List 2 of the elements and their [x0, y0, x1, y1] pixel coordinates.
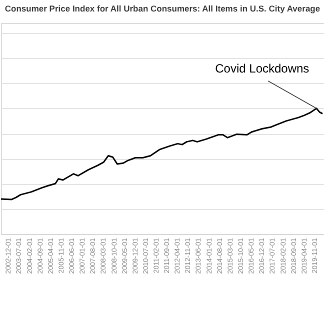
annotation: Covid Lockdowns	[215, 61, 310, 76]
chart-title: Consumer Price Index for All Urban Consumers: All Items in U.S. City Average	[4, 4, 320, 14]
